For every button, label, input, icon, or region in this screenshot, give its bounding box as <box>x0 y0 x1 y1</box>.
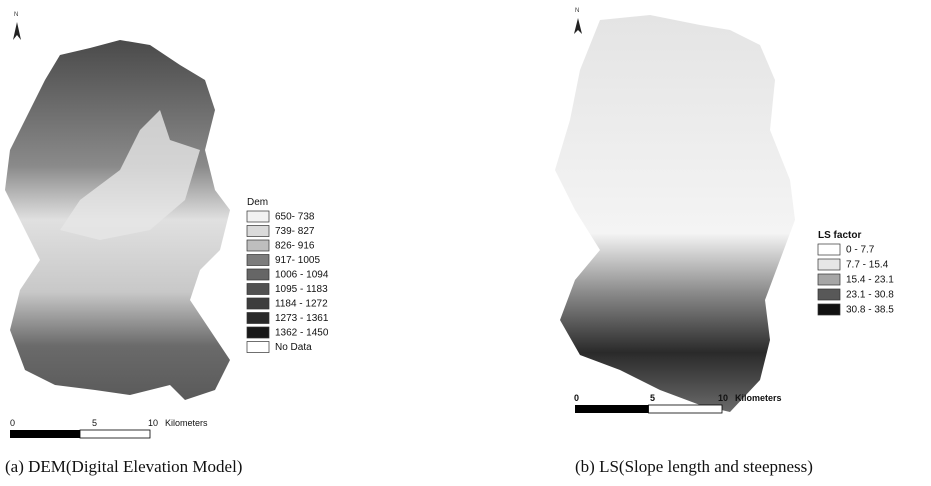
legend-label: 826- 916 <box>275 241 315 252</box>
legend-swatch <box>247 313 269 324</box>
figure: N N Dem 650- 738 739- 827 826- 916 917- 1005… <box>0 0 931 486</box>
legend-label: 15.4 - 23.1 <box>846 275 894 286</box>
legend-label: 1006 - 1094 <box>275 270 329 281</box>
scale-bar-white <box>80 430 150 438</box>
legend-label: 7.7 - 15.4 <box>846 260 889 271</box>
legend-swatch <box>818 274 840 285</box>
legend-label: 30.8 - 38.5 <box>846 305 894 316</box>
scale-label: 0 <box>574 393 579 403</box>
legend-swatch <box>247 226 269 237</box>
north-label: N <box>14 12 18 18</box>
legend-swatch <box>247 327 269 338</box>
legend-label: 1184 - 1272 <box>275 299 328 310</box>
scale-label: 10 <box>718 393 728 403</box>
legend-title: Dem <box>247 197 268 208</box>
scale-bar-white <box>649 405 723 413</box>
legend-swatch <box>247 269 269 280</box>
legend-swatch <box>818 259 840 270</box>
scale-bar-black <box>10 430 80 438</box>
scale-label: 5 <box>650 393 655 403</box>
north-arrow <box>13 22 21 40</box>
caption: (a) DEM(Digital Elevation Model) <box>5 457 242 476</box>
legend-swatch <box>247 342 269 353</box>
north-label: N <box>575 8 579 14</box>
caption: (b) LS(Slope length and steepness) <box>575 457 813 476</box>
legend-label: 739- 827 <box>275 226 315 237</box>
legend-swatch <box>818 289 840 300</box>
legend-swatch <box>247 284 269 295</box>
legend-label: 650- 738 <box>275 212 315 223</box>
legend-label: 1095 - 1183 <box>275 284 328 295</box>
scale-unit: Kilometers <box>165 418 208 428</box>
ls-map <box>555 15 795 412</box>
legend-title: LS factor <box>818 230 861 241</box>
legend-label: No Data <box>275 342 312 353</box>
legend-label: 917- 1005 <box>275 255 320 266</box>
legend-swatch <box>247 255 269 266</box>
legend-label: 23.1 - 30.8 <box>846 290 894 301</box>
legend-swatch <box>247 298 269 309</box>
north-arrow <box>574 18 582 34</box>
legend-label: 0 - 7.7 <box>846 245 875 256</box>
legend-swatch <box>247 211 269 222</box>
legend-swatch <box>247 240 269 251</box>
legend-label: 1362 - 1450 <box>275 328 329 339</box>
scale-label: 0 <box>10 418 15 428</box>
legend-swatch <box>818 304 840 315</box>
scale-bar-black <box>575 405 649 413</box>
scale-unit: Kilometers <box>735 393 782 403</box>
scale-label: 10 <box>148 418 158 428</box>
scale-label: 5 <box>92 418 97 428</box>
legend-label: 1273 - 1361 <box>275 313 329 324</box>
legend-swatch <box>818 244 840 255</box>
